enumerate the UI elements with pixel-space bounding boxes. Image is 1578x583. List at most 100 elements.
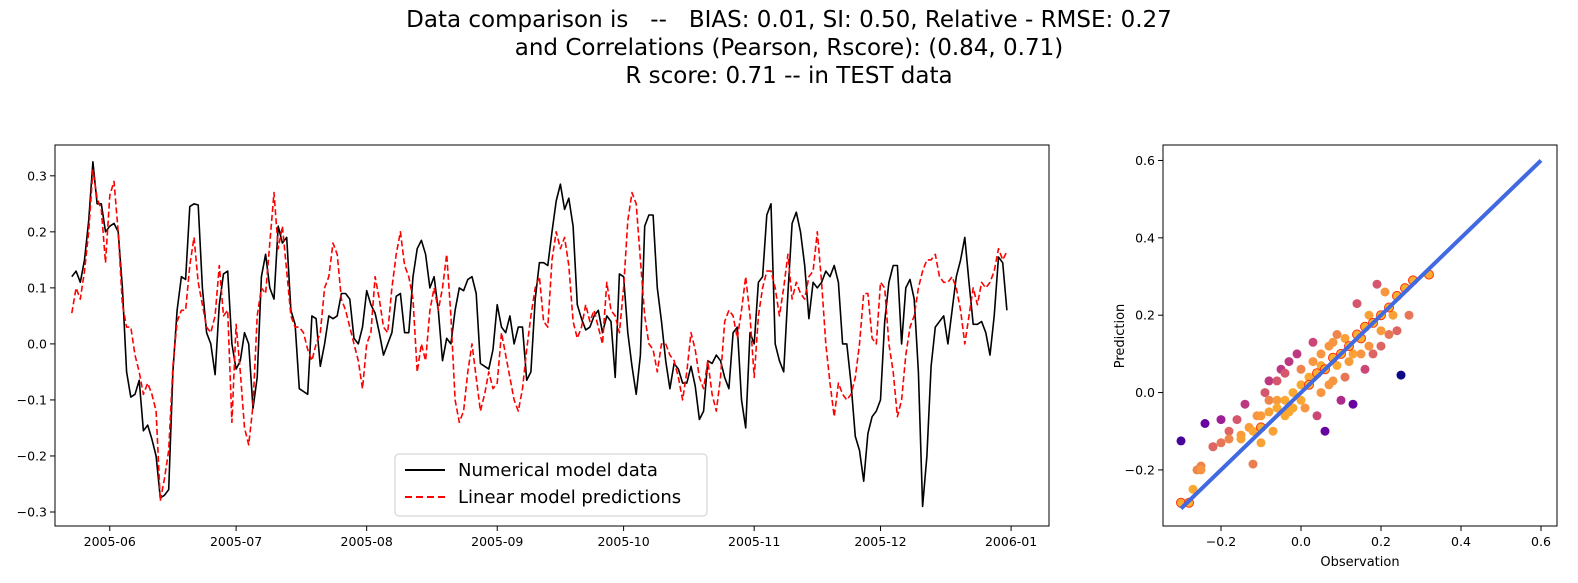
scatter-point <box>1332 361 1342 370</box>
timeseries-y-tick-label: 0.2 <box>27 224 47 239</box>
scatter-x-tick-label: −0.2 <box>1206 534 1236 549</box>
scatter-point <box>1272 403 1282 413</box>
scatter-y-tick-label: −0.2 <box>1125 462 1155 477</box>
timeseries-y-tick-label: −0.2 <box>17 448 47 463</box>
scatter-y-ticks: −0.2 0.0 0.2 0.4 0.6 <box>1125 153 1163 477</box>
scatter-point <box>1336 395 1346 405</box>
scatter-x-tick-label: 0.4 <box>1451 534 1471 549</box>
scatter-point <box>1376 341 1386 351</box>
scatter-axes-frame <box>1162 144 1558 527</box>
timeseries-x-tick-label: 2005-09 <box>471 534 523 549</box>
scatter-point <box>1376 326 1386 336</box>
scatter-point <box>1288 403 1298 413</box>
scatter-point <box>1324 341 1334 351</box>
scatter-y-tick-label: 0.2 <box>1135 308 1155 323</box>
scatter-point <box>1296 380 1306 390</box>
scatter-point <box>1284 357 1294 367</box>
scatter-point <box>1332 330 1342 339</box>
timeseries-y-tick-label: −0.3 <box>17 504 47 519</box>
scatter-points <box>1176 269 1434 508</box>
scatter-point <box>1348 399 1358 409</box>
scatter-point <box>1384 330 1394 339</box>
scatter-point <box>1260 388 1270 398</box>
scatter-point <box>1292 349 1302 359</box>
scatter-point <box>1304 372 1314 382</box>
scatter-point <box>1316 388 1326 398</box>
timeseries-x-tick-label: 2005-06 <box>84 534 136 549</box>
timeseries-panel: −0.3−0.2−0.10.00.10.20.3 2005-06 2005-07 2… <box>17 144 1050 549</box>
scatter-point <box>1308 337 1318 347</box>
scatter-point <box>1356 349 1366 359</box>
linear-model-line <box>71 169 1008 502</box>
figure-title: Data comparison is -- BIAS: 0.01, SI: 0.… <box>0 6 1578 90</box>
scatter-point <box>1296 364 1306 374</box>
scatter-point <box>1268 426 1278 436</box>
timeseries-axes-frame <box>54 144 1050 527</box>
scatter-point <box>1352 299 1362 309</box>
scatter-point <box>1188 484 1198 494</box>
scatter-point <box>1264 407 1274 417</box>
scatter-point <box>1272 376 1282 386</box>
scatter-y-tick-label: 0.6 <box>1135 153 1155 168</box>
scatter-point <box>1196 465 1206 475</box>
timeseries-x-tick-label: 2005-11 <box>728 534 780 549</box>
scatter-x-tick-label: 0.2 <box>1371 534 1391 549</box>
scatter-point <box>1396 370 1406 380</box>
scatter-point <box>1208 442 1218 452</box>
scatter-point <box>1348 349 1358 359</box>
scatter-point <box>1392 326 1402 336</box>
timeseries-x-tick-label: 2005-12 <box>854 534 906 549</box>
scatter-point <box>1380 287 1390 297</box>
scatter-point <box>1236 434 1246 444</box>
scatter-point <box>1200 419 1210 428</box>
timeseries-x-ticks: 2005-06 2005-07 2005-08 2005-09 2005-10 2005-… <box>84 526 1037 549</box>
scatter-y-axis-label: Prediction <box>1113 304 1128 369</box>
scatter-point <box>1404 310 1414 320</box>
scatter-point <box>1280 411 1290 421</box>
legend-label-linear-model: Linear model predictions <box>458 487 681 508</box>
scatter-point <box>1340 372 1350 382</box>
scatter-point <box>1300 403 1310 413</box>
scatter-x-ticks: −0.2 0.0 0.2 0.4 0.6 <box>1206 526 1551 549</box>
figure-title-line-1: Data comparison is -- BIAS: 0.01, SI: 0.… <box>406 7 1172 33</box>
scatter-point <box>1360 364 1370 374</box>
scatter-panel: −0.2 0.0 0.2 0.4 0.6 −0.2 0.0 0.2 0.4 0.6 Observ… <box>1113 144 1558 570</box>
timeseries-y-tick-label: 0.1 <box>27 280 47 295</box>
scatter-point <box>1272 395 1282 405</box>
scatter-point <box>1296 395 1306 405</box>
scatter-point <box>1308 357 1318 367</box>
legend: Numerical model data Linear model predic… <box>394 453 708 517</box>
scatter-point <box>1324 380 1334 390</box>
scatter-point <box>1224 434 1234 444</box>
scatter-x-tick-label: 0.0 <box>1291 534 1311 549</box>
scatter-point <box>1256 411 1266 421</box>
scatter-point <box>1316 349 1326 359</box>
scatter-point <box>1232 415 1242 425</box>
timeseries-x-tick-label: 2005-07 <box>210 534 262 549</box>
scatter-point <box>1224 426 1234 436</box>
timeseries-y-tick-label: 0.0 <box>27 336 47 351</box>
scatter-point <box>1344 357 1354 367</box>
scatter-point <box>1216 415 1226 425</box>
scatter-point <box>1248 426 1258 436</box>
scatter-point <box>1368 349 1378 359</box>
scatter-point <box>1256 438 1266 448</box>
scatter-point <box>1240 399 1250 409</box>
scatter-y-tick-label: 0.0 <box>1135 385 1155 400</box>
scatter-point <box>1264 376 1274 386</box>
timeseries-x-tick-label: 2005-10 <box>597 534 649 549</box>
scatter-point <box>1312 411 1322 421</box>
timeseries-y-ticks: −0.3 −0.2 −0.1 0.0 0.1 0.2 0.3 <box>17 168 55 519</box>
timeseries-y-tick-label: −0.1 <box>17 392 47 407</box>
legend-box <box>394 453 708 517</box>
scatter-point <box>1216 438 1226 448</box>
scatter-point <box>1248 459 1258 469</box>
scatter-point <box>1320 426 1330 436</box>
scatter-x-tick-label: 0.6 <box>1531 534 1551 549</box>
scatter-point <box>1264 395 1274 405</box>
scatter-point <box>1372 279 1382 289</box>
scatter-x-axis-label: Observation <box>1320 555 1399 570</box>
scatter-y-tick-label: 0.4 <box>1135 230 1155 245</box>
timeseries-lines <box>71 161 1008 508</box>
